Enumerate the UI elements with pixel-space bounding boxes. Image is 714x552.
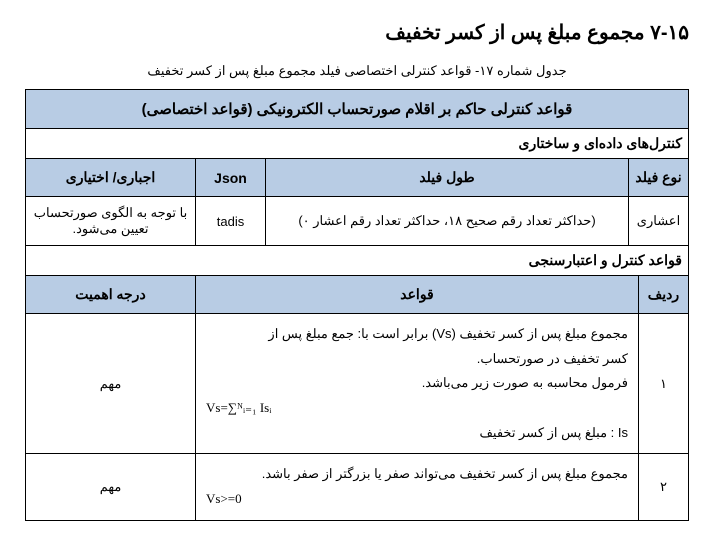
cell-json: tadis [196,197,266,246]
section-header-2: قواعد کنترل و اعتبارسنجی [26,246,689,276]
page-title: ۷-۱۵ مجموع مبلغ پس از کسر تخفیف [25,20,689,45]
cell-field-len: (حداکثر تعداد رقم صحیح ۱۸، حداکثر تعداد … [266,197,629,246]
col-mandatory: اجباری/ اختیاری [26,159,196,197]
rule2-line1: مجموع مبلغ پس از کسر تخفیف می‌تواند صفر … [206,462,628,487]
cell-field-type: اعشاری [629,197,689,246]
rule2-text: مجموع مبلغ پس از کسر تخفیف می‌تواند صفر … [196,454,639,520]
main-header: قواعد کنترلی حاکم بر اقلام صورتحساب الکت… [26,90,689,129]
rule1-line2: کسر تخفیف در صورتحساب. [206,347,628,372]
rule1-line4: Is : مبلغ پس از کسر تخفیف [206,421,628,446]
rule1-text: مجموع مبلغ پس از کسر تخفیف (Vs) برابر اس… [196,314,639,454]
col-field-type: نوع فیلد [629,159,689,197]
rule2-formula: Vs>=0 [206,487,628,512]
rule1-line3: فرمول محاسبه به صورت زیر می‌باشد. [206,371,628,396]
col-importance: درجه اهمیت [26,276,196,314]
col-idx: ردیف [639,276,689,314]
cell-mandatory: با توجه به الگوی صورتحساب تعیین می‌شود. [26,197,196,246]
col-field-len: طول فیلد [266,159,629,197]
col-json: Json [196,159,266,197]
rule1-line1: مجموع مبلغ پس از کسر تخفیف (Vs) برابر اس… [206,322,628,347]
rule2-importance: مهم [26,454,196,520]
section-header-1: کنترل‌های داده‌ای و ساختاری [26,129,689,159]
col-rule: قواعد [196,276,639,314]
rule2-idx: ۲ [639,454,689,520]
validation-table: ردیف قواعد درجه اهمیت ۱ مجموع مبلغ پس از… [25,275,689,521]
rule1-formula: Vs=∑ᴺᵢ₌₁ Isᵢ [206,396,628,421]
rules-table: قواعد کنترلی حاکم بر اقلام صورتحساب الکت… [25,89,689,276]
rule1-idx: ۱ [639,314,689,454]
table-caption: جدول شماره ۱۷- قواعد کنترلی اختصاصی فیلد… [25,63,689,79]
rule1-importance: مهم [26,314,196,454]
